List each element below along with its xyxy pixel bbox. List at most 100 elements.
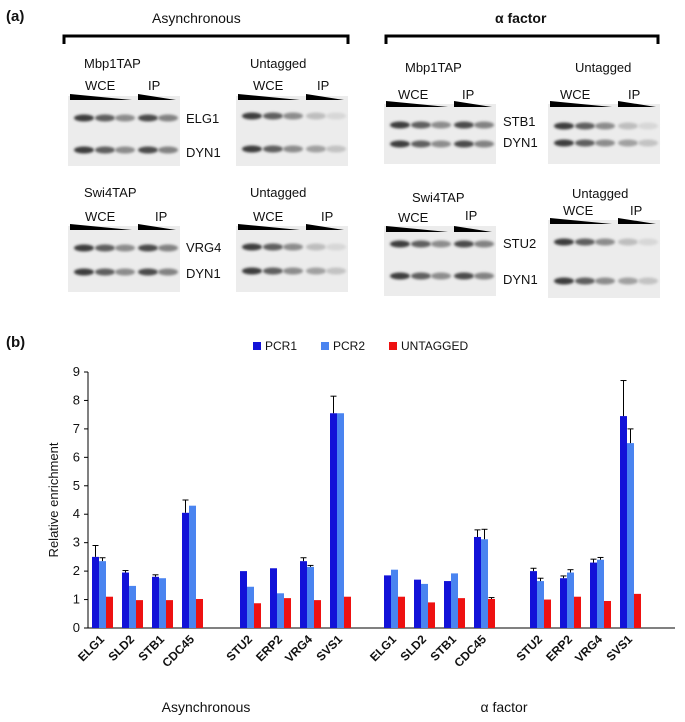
y-axis-label: Relative enrichment (46, 442, 61, 557)
bar-pcr1 (122, 572, 129, 628)
gel-band (554, 139, 574, 147)
x-tick-label: VRG4 (572, 632, 605, 665)
wce-wedge (386, 101, 448, 107)
gel-band (283, 243, 303, 251)
gene-label: DYN1 (186, 266, 221, 281)
bar-pcr2 (451, 573, 458, 628)
blot-background (68, 226, 180, 292)
gel-band (242, 267, 262, 275)
ip-label: IP (155, 209, 168, 224)
gel-band (638, 238, 658, 246)
gel-band (618, 238, 638, 246)
gene-label: VRG4 (186, 240, 222, 255)
blot-background (384, 104, 496, 164)
legend-label: PCR2 (333, 339, 365, 353)
bracket-asynchronous (62, 34, 350, 44)
bar-untagged (166, 600, 173, 628)
gene-label: STU2 (503, 236, 537, 251)
y-axis: 0 1 2 3 4 5 6 7 8 9 (73, 364, 89, 635)
gel-band (115, 244, 135, 252)
ip-label: IP (148, 78, 161, 93)
gel-band (595, 122, 615, 130)
gel-band (326, 243, 346, 251)
gel-band (158, 244, 178, 252)
bar-pcr1 (240, 571, 247, 628)
y-tick-label: 5 (73, 478, 80, 493)
y-tick-label: 3 (73, 535, 80, 550)
gel-band (283, 145, 303, 153)
legend-label: PCR1 (265, 339, 297, 353)
bars (92, 380, 641, 628)
group-title-asynchronous: Asynchronous (152, 10, 241, 26)
bar-pcr2 (99, 561, 106, 628)
gel-band (74, 146, 94, 154)
bar-untagged (284, 598, 291, 628)
gel-blot (68, 94, 180, 166)
gel-band (306, 112, 326, 120)
blot-title: Mbp1TAP (405, 60, 462, 75)
ip-wedge (454, 101, 492, 107)
gel-blot (548, 101, 660, 164)
gel-band (158, 114, 178, 122)
gel-band (115, 146, 135, 154)
gel-band (326, 267, 346, 275)
gel-band (306, 267, 326, 275)
gel-band (638, 139, 658, 147)
chart-legend: PCR1 PCR2 UNTAGGED (253, 339, 468, 353)
wce-label: WCE (253, 209, 284, 224)
ip-wedge (618, 101, 656, 107)
wce-label: WCE (85, 78, 116, 93)
gel-band (74, 244, 94, 252)
bar-untagged (136, 600, 143, 628)
x-tick-label: ERP2 (253, 632, 285, 664)
bar-pcr1 (270, 568, 277, 628)
gel-band (306, 145, 326, 153)
gel-band (411, 121, 431, 129)
gel-band (575, 139, 595, 147)
gel-band (138, 244, 158, 252)
bar-untagged (106, 596, 113, 628)
bar-pcr2 (537, 581, 544, 628)
gel-band (115, 268, 135, 276)
gel-band (431, 121, 451, 129)
wce-wedge (70, 224, 132, 230)
gene-label: DYN1 (503, 135, 538, 150)
gel-band (575, 277, 595, 285)
bar-untagged (344, 596, 351, 628)
bracket-alpha-factor (384, 34, 660, 44)
bar-pcr2 (391, 569, 398, 628)
bar-pcr1 (530, 571, 537, 628)
gel-blot (68, 224, 180, 292)
bar-pcr2 (481, 539, 488, 628)
bar-pcr2 (247, 586, 254, 628)
ip-wedge (138, 94, 176, 100)
gel-band (390, 121, 410, 129)
gel-band (390, 240, 410, 248)
panel-b-label: (b) (6, 334, 26, 351)
gel-band (474, 272, 494, 280)
bar-pcr1 (590, 562, 597, 628)
gel-band (263, 243, 283, 251)
bar-pcr2 (159, 578, 166, 628)
bar-pcr1 (182, 512, 189, 628)
bar-pcr1 (330, 413, 337, 628)
gel-band (474, 240, 494, 248)
y-tick-label: 6 (73, 449, 80, 464)
bar-pcr1 (474, 536, 481, 628)
ip-wedge (138, 224, 176, 230)
gel-band (283, 267, 303, 275)
gel-band (158, 146, 178, 154)
bar-pcr2 (277, 593, 284, 628)
gel-band (618, 122, 638, 130)
x-tick-label: VRG4 (282, 632, 315, 665)
gel-blot (236, 224, 348, 292)
y-tick-label: 1 (73, 592, 80, 607)
bar-untagged (634, 593, 641, 628)
ip-label: IP (462, 87, 475, 102)
blot-title: Untagged (250, 185, 307, 200)
legend-swatch (389, 342, 397, 350)
gel-band (138, 146, 158, 154)
ip-wedge (306, 94, 344, 100)
wce-label: WCE (398, 210, 429, 225)
bar-untagged (544, 599, 551, 628)
